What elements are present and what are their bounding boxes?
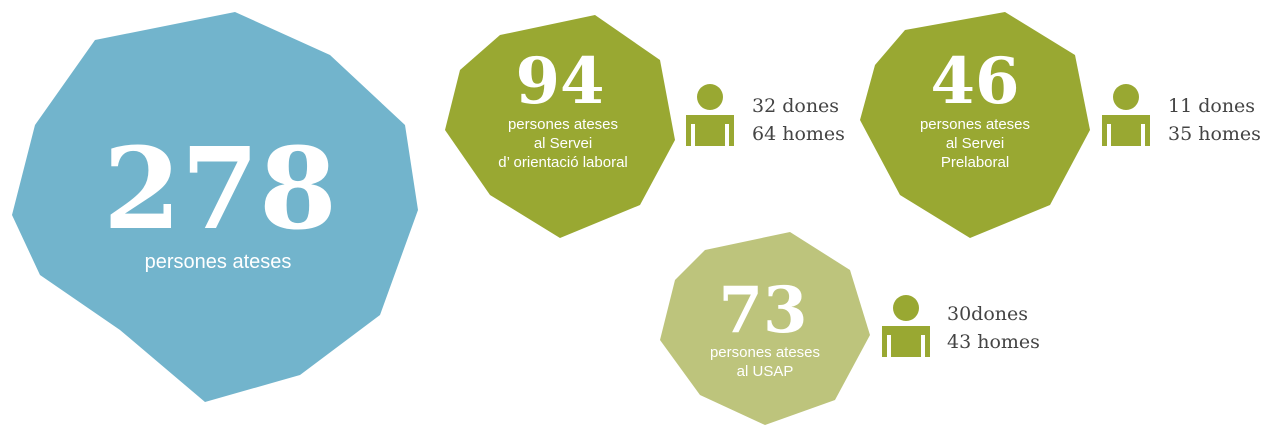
- men-count: 35 homes: [1168, 123, 1261, 145]
- service-line: al Servei: [946, 135, 1004, 152]
- blob-service: [445, 15, 675, 238]
- service-number: 94: [515, 44, 604, 119]
- service-line: al Servei: [534, 135, 592, 152]
- service-number: 46: [930, 44, 1019, 119]
- men-count: 43 homes: [947, 331, 1040, 353]
- women-count: 32 dones: [752, 95, 839, 117]
- service-line: persones ateses: [710, 344, 820, 361]
- person-icon: [1102, 84, 1150, 146]
- blob-total: [12, 12, 418, 402]
- service-line: d’ orientació laboral: [498, 154, 628, 171]
- person-icon: [882, 295, 930, 357]
- service-number: 73: [718, 273, 807, 348]
- men-count: 64 homes: [752, 123, 845, 145]
- women-count: 30dones: [947, 303, 1028, 325]
- service-line: persones ateses: [920, 116, 1030, 133]
- person-icon: [686, 84, 734, 146]
- total-number: 278: [103, 124, 337, 255]
- blob-service: [860, 12, 1090, 238]
- service-line: Prelaboral: [941, 154, 1009, 171]
- service-line: persones ateses: [508, 116, 618, 133]
- women-count: 11 dones: [1168, 95, 1255, 117]
- service-line: al USAP: [737, 363, 794, 380]
- blob-service: [660, 232, 870, 425]
- total-label: persones ateses: [145, 251, 292, 273]
